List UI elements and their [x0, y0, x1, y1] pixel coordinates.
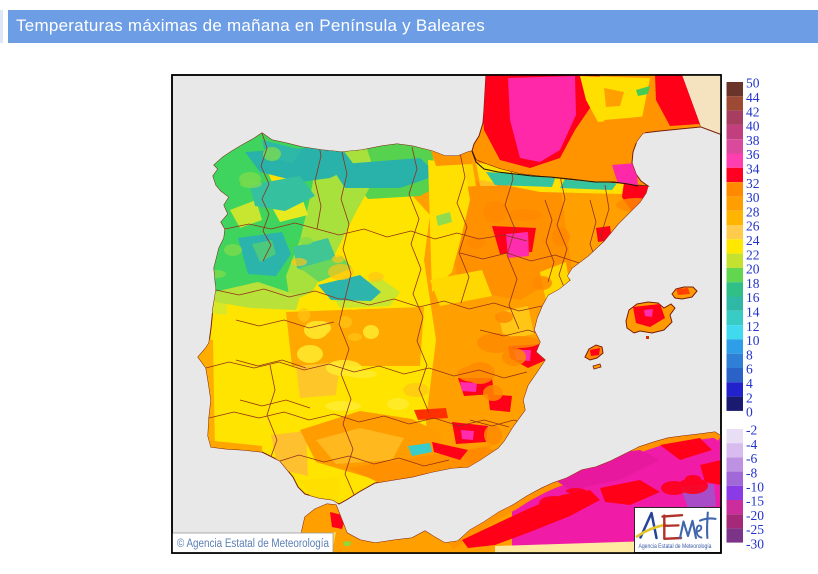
- svg-text:16: 16: [746, 290, 760, 305]
- svg-text:-15: -15: [746, 494, 764, 509]
- svg-text:8: 8: [746, 347, 753, 362]
- svg-text:-4: -4: [746, 437, 757, 452]
- svg-text:34: 34: [746, 161, 760, 176]
- svg-text:20: 20: [746, 262, 760, 277]
- svg-text:14: 14: [746, 304, 760, 319]
- svg-text:0: 0: [746, 405, 753, 420]
- svg-text:38: 38: [746, 133, 760, 148]
- svg-text:-20: -20: [746, 508, 764, 523]
- svg-text:-30: -30: [746, 536, 764, 551]
- svg-text:-10: -10: [746, 479, 764, 494]
- svg-text:22: 22: [746, 247, 760, 262]
- svg-text:-2: -2: [746, 423, 757, 438]
- svg-text:24: 24: [746, 233, 760, 248]
- svg-text:28: 28: [746, 204, 760, 219]
- svg-text:50: 50: [746, 76, 760, 91]
- svg-text:32: 32: [746, 176, 760, 191]
- svg-text:© Agencia Estatal de Meteorolo: © Agencia Estatal de Meteorología: [177, 538, 330, 550]
- svg-text:-6: -6: [746, 451, 757, 466]
- svg-text:44: 44: [746, 90, 760, 105]
- svg-text:-8: -8: [746, 465, 757, 480]
- svg-text:26: 26: [746, 219, 760, 234]
- svg-text:36: 36: [746, 147, 760, 162]
- svg-text:30: 30: [746, 190, 760, 205]
- svg-text:42: 42: [746, 104, 760, 119]
- svg-text:18: 18: [746, 276, 760, 291]
- svg-text:-25: -25: [746, 522, 764, 537]
- svg-text:4: 4: [746, 376, 753, 391]
- svg-text:12: 12: [746, 319, 760, 334]
- svg-text:Agencia Estatal de Meteorologí: Agencia Estatal de Meteorología: [639, 543, 712, 550]
- svg-text:6: 6: [746, 362, 753, 377]
- svg-text:40: 40: [746, 119, 760, 134]
- svg-text:10: 10: [746, 333, 760, 348]
- svg-text:2: 2: [746, 390, 753, 405]
